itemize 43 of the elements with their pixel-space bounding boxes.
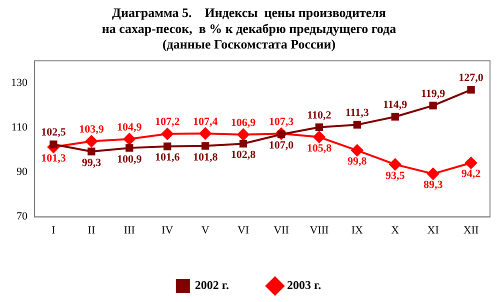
data-label: 107,4 xyxy=(192,116,218,128)
data-label: 119,9 xyxy=(420,88,446,100)
data-label: 107,0 xyxy=(268,140,294,152)
x-tick-label: IV xyxy=(162,224,174,236)
legend-label: 2003 г. xyxy=(287,278,322,292)
data-label: 106,9 xyxy=(230,116,256,129)
x-tick-label: VIII xyxy=(310,224,329,236)
data-label: 93,5 xyxy=(385,170,406,182)
x-tick-label: VII xyxy=(274,224,290,236)
data-label: 101,3 xyxy=(41,152,66,164)
x-tick-label: IX xyxy=(351,224,364,236)
y-tick-label: 70 xyxy=(16,210,28,223)
x-tick-label: III xyxy=(124,224,136,236)
data-label: 101,6 xyxy=(154,152,180,164)
data-label: 100,9 xyxy=(117,153,142,166)
y-tick-label: 90 xyxy=(16,166,28,178)
data-label: 89,3 xyxy=(423,179,444,192)
data-label: 127,0 xyxy=(458,72,484,84)
chart-title: Диаграмма 5. Индексы цены производителя на сахар-песок, в % к декабрю предыдущего года (данные Госкомстата России) xyxy=(102,5,397,52)
data-label: 101,8 xyxy=(192,151,218,164)
data-label: 94,2 xyxy=(461,168,482,180)
x-tick-label: X xyxy=(391,224,400,236)
data-label: 110,2 xyxy=(307,110,332,122)
data-label: 104,9 xyxy=(117,121,142,134)
x-tick-label: XI xyxy=(427,224,440,236)
x-tick-label: I xyxy=(52,224,56,236)
x-tick-label: II xyxy=(88,224,96,236)
data-label: 103,9 xyxy=(79,124,104,136)
x-tick-label: V xyxy=(201,224,210,236)
data-label: 99,8 xyxy=(348,156,368,168)
x-tick-label: VI xyxy=(237,224,250,236)
y-tick-label: 110 xyxy=(11,122,28,134)
data-label: 107,2 xyxy=(154,116,180,128)
data-label: 99,3 xyxy=(82,156,102,169)
legend-label: 2002 г. xyxy=(194,278,230,292)
data-label: 111,3 xyxy=(345,107,370,120)
x-tick-label: XII xyxy=(463,224,479,236)
data-label: 105,8 xyxy=(306,142,332,154)
data-label: 102,8 xyxy=(230,149,256,162)
data-label: 114,9 xyxy=(383,99,408,112)
y-tick-label: 130 xyxy=(11,76,28,89)
data-label: 107,3 xyxy=(268,116,294,128)
data-label: 102,5 xyxy=(41,126,66,139)
